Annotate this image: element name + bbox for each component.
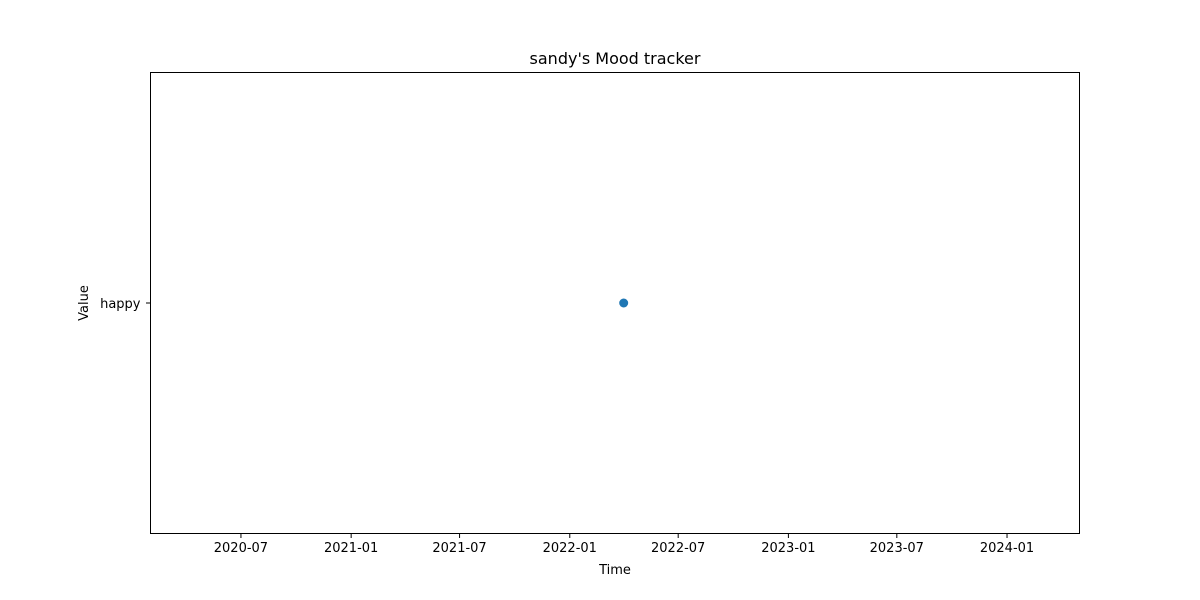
x-tick-label: 2021-01 <box>324 541 378 556</box>
y-axis-label: Value <box>77 285 92 321</box>
scatter-points <box>619 298 629 308</box>
x-tick-label: 2021-07 <box>432 541 486 556</box>
x-tick-label: 2022-01 <box>543 541 597 556</box>
y-tick-label: happy <box>100 297 141 312</box>
plot-area-frame <box>150 72 1080 534</box>
x-axis-label: Time <box>598 563 631 578</box>
x-tick-label: 2024-01 <box>980 541 1034 556</box>
x-tick-label: 2022-07 <box>651 541 705 556</box>
y-axis-ticks: happy <box>100 297 151 312</box>
data-point <box>619 298 629 308</box>
chart-title: sandy's Mood tracker <box>530 49 701 68</box>
x-axis-ticks: 2020-07 2021-01 2021-07 2022-01 2022-07 2023-… <box>214 533 1034 556</box>
x-tick-label: 2023-01 <box>761 541 815 556</box>
x-tick-label: 2023-07 <box>870 541 924 556</box>
x-tick-label: 2020-07 <box>214 541 268 556</box>
